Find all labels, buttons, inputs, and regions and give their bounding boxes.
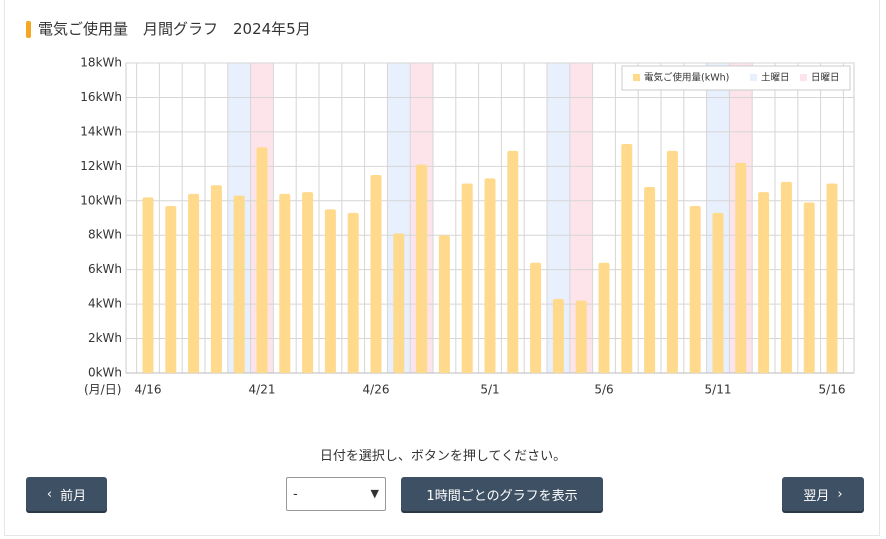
y-tick-label: 10kWh [80,193,122,207]
x-tick-label: 4/16 [135,383,162,397]
bar [552,298,564,373]
bar [210,185,222,373]
y-tick-label: 6kWh [88,262,122,276]
legend-swatch [750,74,757,81]
bar [530,262,542,373]
bar [484,178,496,373]
y-tick-label: 18kWh [80,56,122,70]
bar [416,164,428,373]
legend-label: 日曜日 [811,73,840,84]
bar [347,212,359,373]
legend-label: 土曜日 [761,72,790,84]
bar [712,212,724,373]
bar [188,193,200,373]
x-axis-label: (月/日) [84,383,121,397]
bar [370,174,382,373]
bar [302,192,314,373]
bar [644,187,656,373]
bar [279,193,291,373]
bar [256,147,268,373]
show-button[interactable]: 1時間ごとのグラフを表示 [401,477,603,511]
legend-swatch [633,74,640,81]
bar [826,183,838,373]
y-tick-label: 12kWh [80,159,122,173]
bar [621,143,633,373]
chart: 0kWh 2kWh 4kWh 6kWh 8kWh 10kWh 12kWh 14kWh 16kWh… [80,56,855,397]
title-marker [26,21,31,38]
x-tick-label: 5/1 [480,383,499,397]
y-tick-label: 0kWh [88,366,122,380]
bar [803,202,815,373]
y-tick-label: 2kWh [88,331,122,345]
prev-label: 前月 [60,488,87,504]
icon: › [837,486,843,502]
legend-box [621,65,851,91]
bar [735,162,747,373]
y-tick-label: 8kWh [88,228,122,242]
weekend-band [387,63,411,373]
bar [780,181,792,373]
icon: ‹ [46,486,53,502]
x-tick-label: 4/21 [249,383,276,397]
y-tick-label: 16kWh [80,90,122,104]
bar [438,235,450,373]
prev-button[interactable]: ‹ 前月 [26,477,107,511]
bar [689,205,701,373]
panel [4,0,880,536]
weekend-band [569,63,593,373]
next-label: 翌月 [803,488,830,504]
next-button[interactable]: 翌月 › [782,477,864,511]
bar [233,195,245,373]
bar [393,233,405,373]
weekend-band [547,63,570,373]
x-tick-label: 4/26 [363,383,390,397]
select-value: - [293,486,298,502]
x-tick-label: 5/16 [819,383,846,397]
bar [758,192,770,373]
bar [461,183,473,373]
bar [324,209,336,373]
bar [598,262,610,373]
x-tick-label: 5/6 [594,383,613,397]
bar [666,150,678,373]
legend-swatch [800,74,807,81]
bar [142,197,154,373]
show-label: 1時間ごとのグラフを表示 [426,488,578,504]
date-select[interactable]: - ▼ [286,477,386,511]
y-tick-label: 14kWh [80,124,122,138]
bar [507,150,519,373]
bar [165,205,177,373]
page-title: 電気ご使用量 月間グラフ 2024年5月 [38,20,311,38]
x-tick-label: 5/11 [705,383,732,397]
legend: 電気ご使用量(kWh) 土曜日 日曜日 [621,65,851,91]
bar [575,300,587,373]
instruction: 日付を選択し、ボタンを押してください。 [319,449,567,464]
icon: ▼ [370,487,379,500]
y-tick-label: 4kWh [88,297,122,311]
legend-label: 電気ご使用量(kWh) [644,72,729,84]
